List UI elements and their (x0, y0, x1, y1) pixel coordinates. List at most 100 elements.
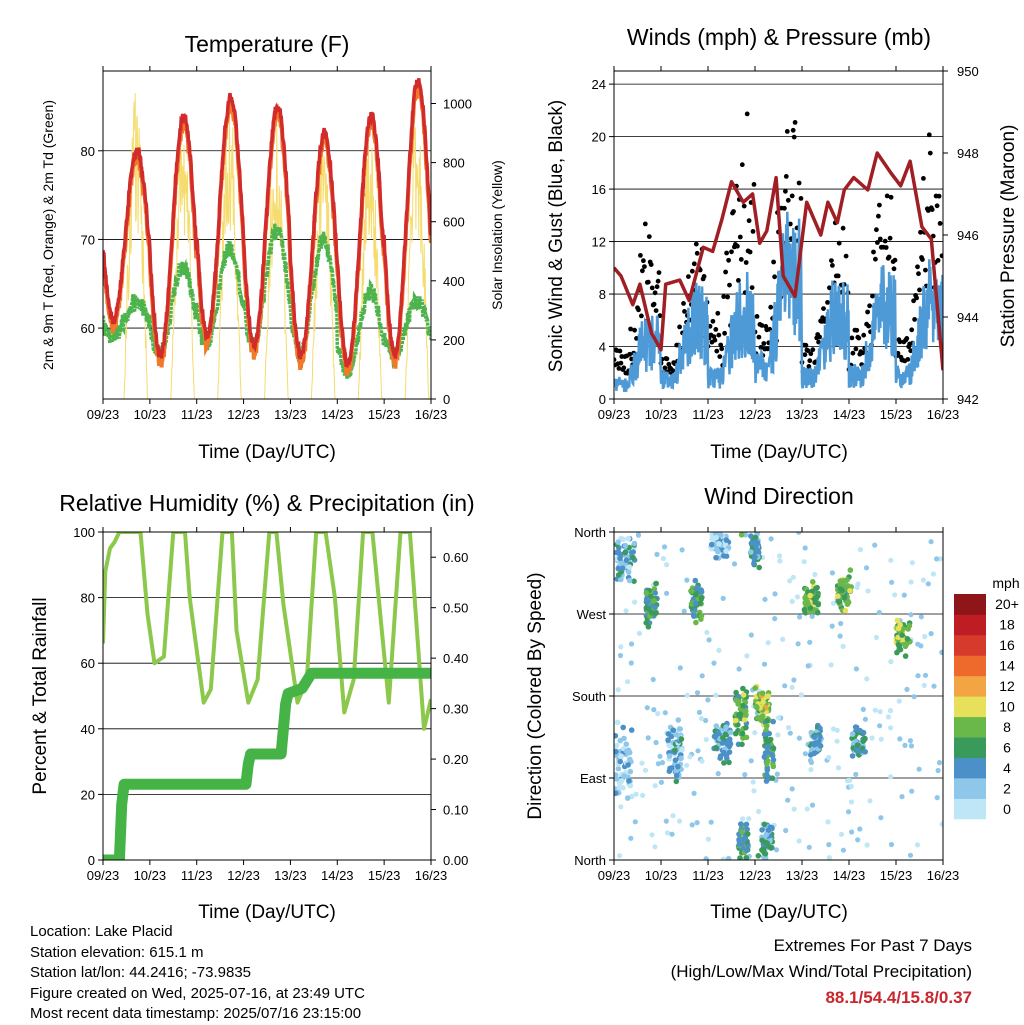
direction-point (696, 709, 703, 716)
direction-points-group (614, 532, 943, 860)
direction-point (659, 760, 666, 766)
gust-point (735, 243, 740, 249)
direction-point (614, 790, 619, 797)
direction-point (894, 649, 900, 656)
temperature-xtick-label: 16/23 (415, 407, 448, 422)
info-location: Location: Lake Placid (30, 923, 173, 940)
direction-point (655, 711, 661, 717)
gust-point (782, 205, 787, 211)
direction-point (615, 687, 621, 693)
direction-point (652, 844, 658, 850)
direction-point (645, 598, 651, 605)
gust-point (725, 294, 730, 300)
winds-ytick-label: 20 (592, 130, 606, 145)
gust-point (746, 218, 752, 224)
temperature-frame (102, 70, 432, 400)
direction-point (703, 856, 709, 860)
temperature-series-group (103, 78, 431, 399)
solar-ytick-label: 600 (443, 215, 465, 230)
gust-point (861, 332, 867, 338)
direction-point (704, 629, 710, 636)
temperature-xtick-label: 09/23 (87, 407, 120, 422)
humidity-series-group (103, 532, 431, 860)
direction-point (900, 636, 906, 643)
direction-point (888, 557, 894, 563)
temperature-xtick-label: 12/23 (227, 407, 260, 422)
direction-point (826, 754, 832, 761)
direction-point (809, 613, 815, 620)
direction-point (785, 797, 791, 803)
direction-point (802, 751, 809, 757)
direction-point (627, 768, 634, 775)
winds-ylabel-left: Sonic Wind & Gust (Blue, Black) (546, 100, 567, 372)
direction-point (829, 623, 835, 629)
gust-point (641, 258, 646, 264)
direction-point (795, 641, 801, 647)
direction-point (766, 730, 772, 737)
gust-point (618, 360, 624, 366)
gust-point (921, 176, 926, 181)
direction-point (713, 534, 719, 541)
direction-xtick-label: 14/23 (833, 868, 866, 883)
gust-point (883, 245, 889, 250)
direction-point (675, 717, 682, 723)
direction-ytick-label: West (577, 607, 607, 622)
direction-point (772, 616, 778, 622)
direction-point (618, 644, 624, 650)
direction-point (826, 855, 832, 860)
direction-point (738, 821, 744, 827)
direction-point (755, 853, 762, 859)
gust-point (892, 257, 898, 263)
temperature-panel-title: Temperature (F) (185, 31, 350, 57)
gust-point (805, 348, 811, 353)
direction-point (688, 588, 695, 594)
direction-point (722, 731, 729, 738)
direction-point (668, 733, 675, 740)
direction-point (713, 745, 719, 751)
gust-point (701, 274, 707, 279)
direction-point (742, 772, 748, 778)
direction-point (909, 788, 915, 794)
pressure-ytick-label: 946 (957, 228, 979, 243)
direction-point (775, 732, 781, 738)
gust-point (830, 263, 835, 268)
gust-point (905, 357, 911, 362)
direction-point (806, 844, 812, 850)
direction-point (620, 724, 626, 731)
speed-legend-swatch (954, 655, 986, 677)
direction-point (738, 532, 745, 538)
direction-point (726, 759, 732, 766)
gust-point (789, 193, 795, 199)
gust-point (820, 315, 825, 321)
direction-point (731, 561, 738, 567)
direction-point (754, 548, 760, 555)
gust-point (917, 287, 922, 293)
extremes-box: Extremes For Past 7 Days (High/Low/Max W… (671, 933, 972, 1011)
direction-point (618, 754, 624, 760)
direction-point (855, 837, 861, 843)
direction-point (765, 827, 772, 834)
direction-point (934, 795, 940, 801)
direction-point (892, 592, 898, 598)
direction-point (853, 771, 859, 778)
gust-point (843, 253, 849, 259)
direction-point (897, 622, 903, 628)
direction-point (780, 636, 786, 643)
extremes-values: 88.1/54.4/15.8/0.37 (825, 988, 972, 1007)
direction-ytick-label: South (572, 689, 606, 704)
direction-point (741, 837, 747, 843)
direction-point (727, 729, 734, 736)
gust-point (716, 332, 722, 338)
temperature-2m-line (103, 78, 431, 369)
direction-point (670, 813, 676, 819)
direction-point (623, 557, 630, 563)
direction-point (860, 729, 867, 736)
winds-xtick-label: 09/23 (598, 407, 631, 422)
direction-point (830, 726, 837, 732)
speed-legend-swatch (954, 675, 986, 697)
direction-point (664, 590, 670, 596)
direction-point (694, 820, 700, 826)
gust-point (653, 308, 659, 313)
direction-point (679, 547, 685, 553)
winds-xtick-label: 14/23 (833, 407, 866, 422)
